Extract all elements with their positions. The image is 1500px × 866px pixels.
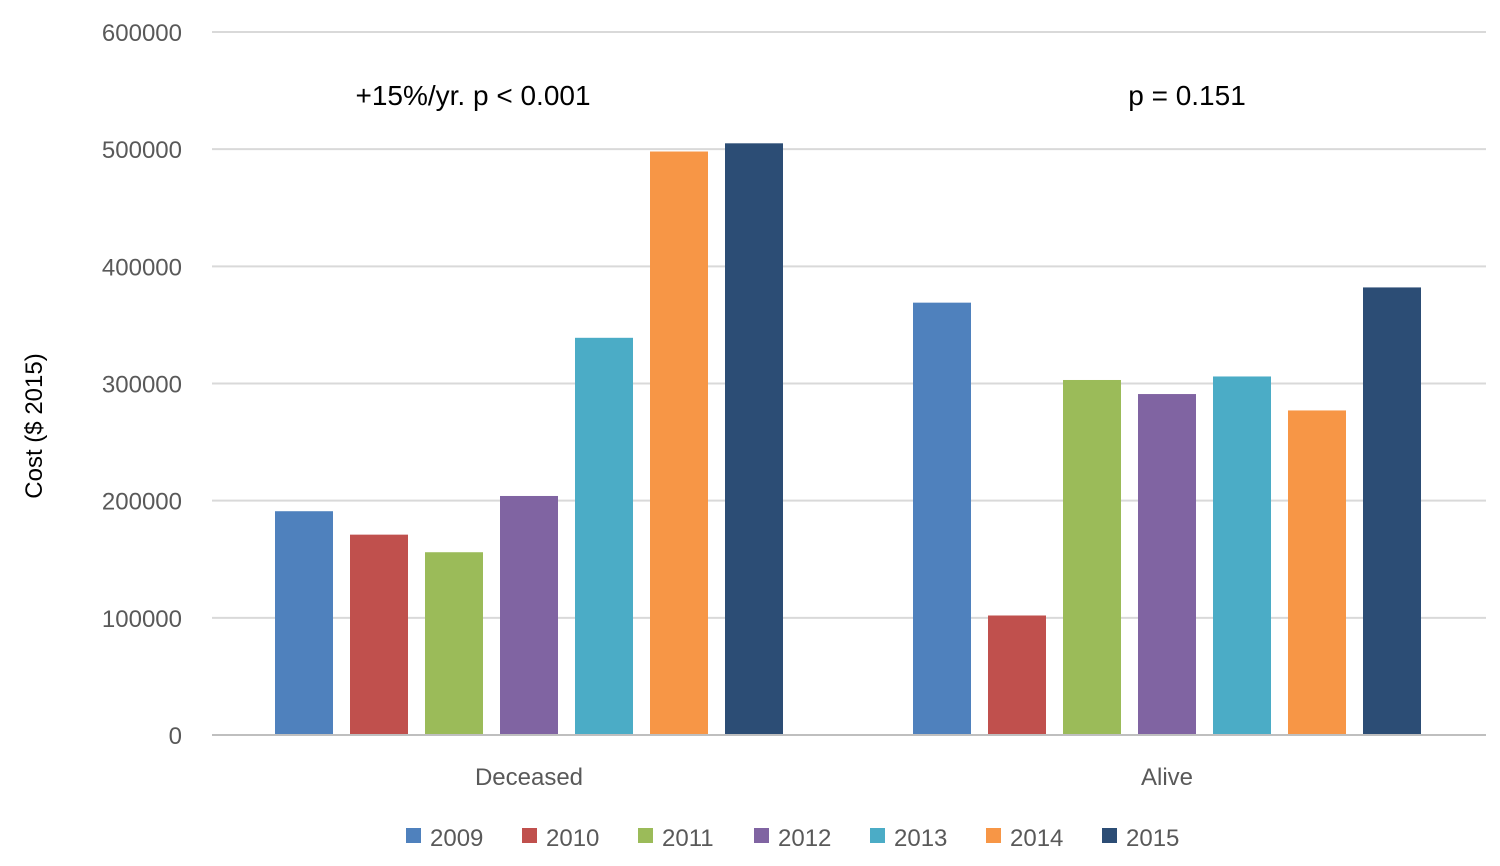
- bar-deceased-2015: [725, 143, 783, 735]
- legend-swatch: [870, 828, 885, 843]
- legend-swatch: [754, 828, 769, 843]
- bar-deceased-2014: [650, 151, 708, 735]
- x-category-label: Alive: [1141, 764, 1193, 791]
- bar-alive-2014: [1288, 410, 1346, 735]
- legend-swatch: [986, 828, 1001, 843]
- annotation-deceased: +15%/yr. p < 0.001: [355, 80, 590, 111]
- legend-swatch: [638, 828, 653, 843]
- legend-item-2012: 2012: [754, 825, 831, 852]
- bar-alive-2010: [988, 615, 1046, 735]
- gridlines: [212, 31, 1486, 619]
- x-axis-categories: Deceased Alive: [475, 764, 1193, 791]
- y-tick-label: 600000: [102, 20, 182, 47]
- bar-deceased-2012: [500, 495, 558, 735]
- legend-swatch: [522, 828, 537, 843]
- legend-item-2009: 2009: [406, 825, 483, 852]
- x-category-label: Deceased: [475, 764, 583, 791]
- legend-swatch: [406, 828, 421, 843]
- y-tick-label: 200000: [102, 489, 182, 516]
- legend-item-2011: 2011: [638, 825, 714, 852]
- legend-label: 2015: [1126, 825, 1179, 852]
- legend-item-2014: 2014: [986, 825, 1063, 852]
- legend-item-2010: 2010: [522, 825, 599, 852]
- annotation-alive: p = 0.151: [1128, 80, 1246, 111]
- y-axis-label: Cost ($ 2015): [21, 353, 48, 498]
- legend-label: 2010: [546, 825, 599, 852]
- legend-label: 2013: [894, 825, 947, 852]
- bar-alive-2009: [913, 302, 971, 735]
- legend-label: 2014: [1010, 825, 1063, 852]
- y-tick-label: 500000: [102, 137, 182, 164]
- y-tick-label: 100000: [102, 606, 182, 633]
- bar-deceased-2010: [350, 534, 408, 735]
- legend: 2009 2010 2011 2012 2013 2014 2015: [406, 825, 1179, 852]
- legend-swatch: [1102, 828, 1117, 843]
- y-axis-ticks: 0 100000 200000 300000 400000 500000 600000: [102, 20, 182, 750]
- bar-deceased-2013: [575, 337, 633, 735]
- bar-deceased-2011: [425, 552, 483, 735]
- bar-alive-2012: [1138, 394, 1196, 735]
- legend-label: 2011: [662, 825, 714, 852]
- bar-alive-2013: [1213, 376, 1271, 735]
- bars: [275, 143, 1421, 735]
- legend-item-2013: 2013: [870, 825, 947, 852]
- bar-alive-2015: [1363, 287, 1421, 735]
- bar-alive-2011: [1063, 379, 1121, 735]
- legend-label: 2009: [430, 825, 483, 852]
- y-tick-label: 300000: [102, 372, 182, 399]
- bar-deceased-2009: [275, 511, 333, 735]
- legend-item-2015: 2015: [1102, 825, 1179, 852]
- y-tick-label: 400000: [102, 254, 182, 281]
- legend-label: 2012: [778, 825, 831, 852]
- y-tick-label: 0: [169, 723, 182, 750]
